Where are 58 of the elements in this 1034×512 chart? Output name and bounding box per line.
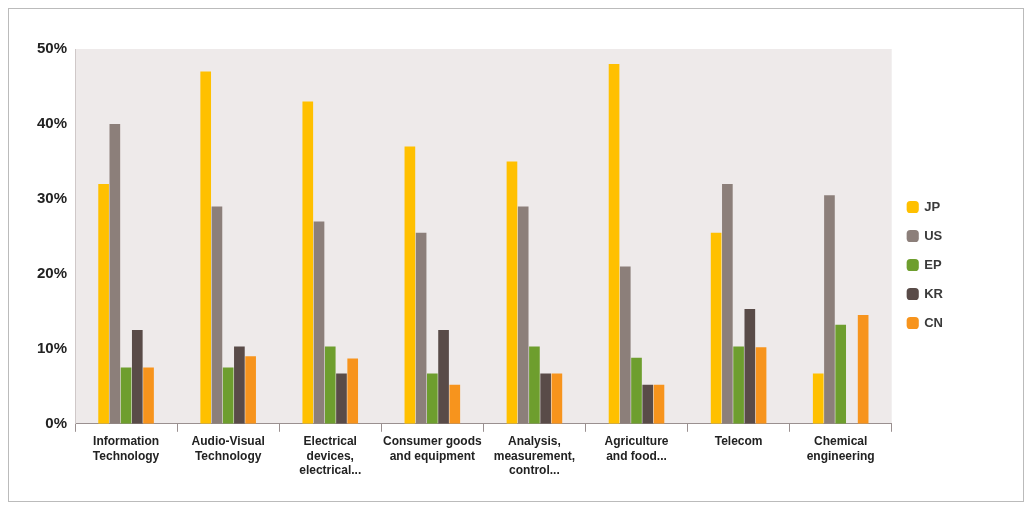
bar — [710, 232, 722, 424]
bar — [529, 346, 540, 424]
bar — [336, 373, 347, 424]
bar — [427, 373, 438, 424]
bar — [755, 347, 767, 424]
bar — [506, 161, 518, 424]
bar — [653, 384, 665, 424]
bar — [245, 356, 256, 424]
bar — [143, 367, 154, 424]
bar — [415, 232, 427, 424]
bar — [234, 346, 245, 424]
bar — [449, 384, 461, 424]
bar — [438, 330, 449, 424]
bar — [540, 373, 551, 424]
x-tick-label: Telecom — [714, 434, 763, 449]
bar — [200, 71, 212, 424]
bar — [631, 357, 642, 424]
bar — [120, 367, 132, 424]
bar — [857, 315, 869, 424]
bar — [404, 146, 416, 424]
x-tick-label: Chemical engineering — [806, 434, 875, 463]
bar — [313, 221, 325, 424]
legend-label: CN — [924, 314, 943, 330]
x-tick-label: Consumer goods and equipment — [382, 434, 482, 463]
bar — [324, 346, 336, 424]
bar — [619, 266, 631, 424]
bar — [608, 63, 620, 424]
y-tick-label: 50% — [36, 39, 68, 57]
bar — [211, 206, 223, 424]
y-tick-label: 10% — [36, 338, 68, 356]
legend-label: KR — [924, 285, 944, 301]
legend-label: EP — [924, 256, 942, 272]
y-tick-label: 0% — [45, 413, 68, 431]
bar — [347, 358, 359, 424]
legend-label: US — [924, 227, 943, 243]
bar — [722, 183, 733, 424]
y-tick-label: 40% — [36, 114, 68, 132]
x-tick-label: Audio-Visual Technology — [191, 434, 265, 463]
bar — [744, 309, 756, 424]
bar — [109, 123, 121, 424]
bar — [517, 206, 529, 424]
bar — [733, 346, 744, 424]
bar — [98, 183, 109, 424]
bar — [222, 367, 234, 424]
bar — [302, 101, 314, 424]
bar — [642, 384, 654, 424]
x-tick-label: Electrical devices, electrical... — [299, 434, 362, 478]
bar — [835, 324, 847, 424]
legend-label: JP — [924, 198, 941, 214]
bar — [131, 330, 143, 424]
y-tick-label: 20% — [36, 264, 68, 282]
x-tick-label: Analysis, measurement, control... — [493, 434, 576, 478]
bar — [824, 195, 835, 424]
bar — [551, 373, 563, 424]
bar — [812, 373, 824, 424]
y-tick-label: 30% — [36, 189, 68, 207]
x-tick-label: Agriculture and food... — [604, 434, 669, 463]
x-tick-label: Information Technology — [92, 434, 160, 463]
